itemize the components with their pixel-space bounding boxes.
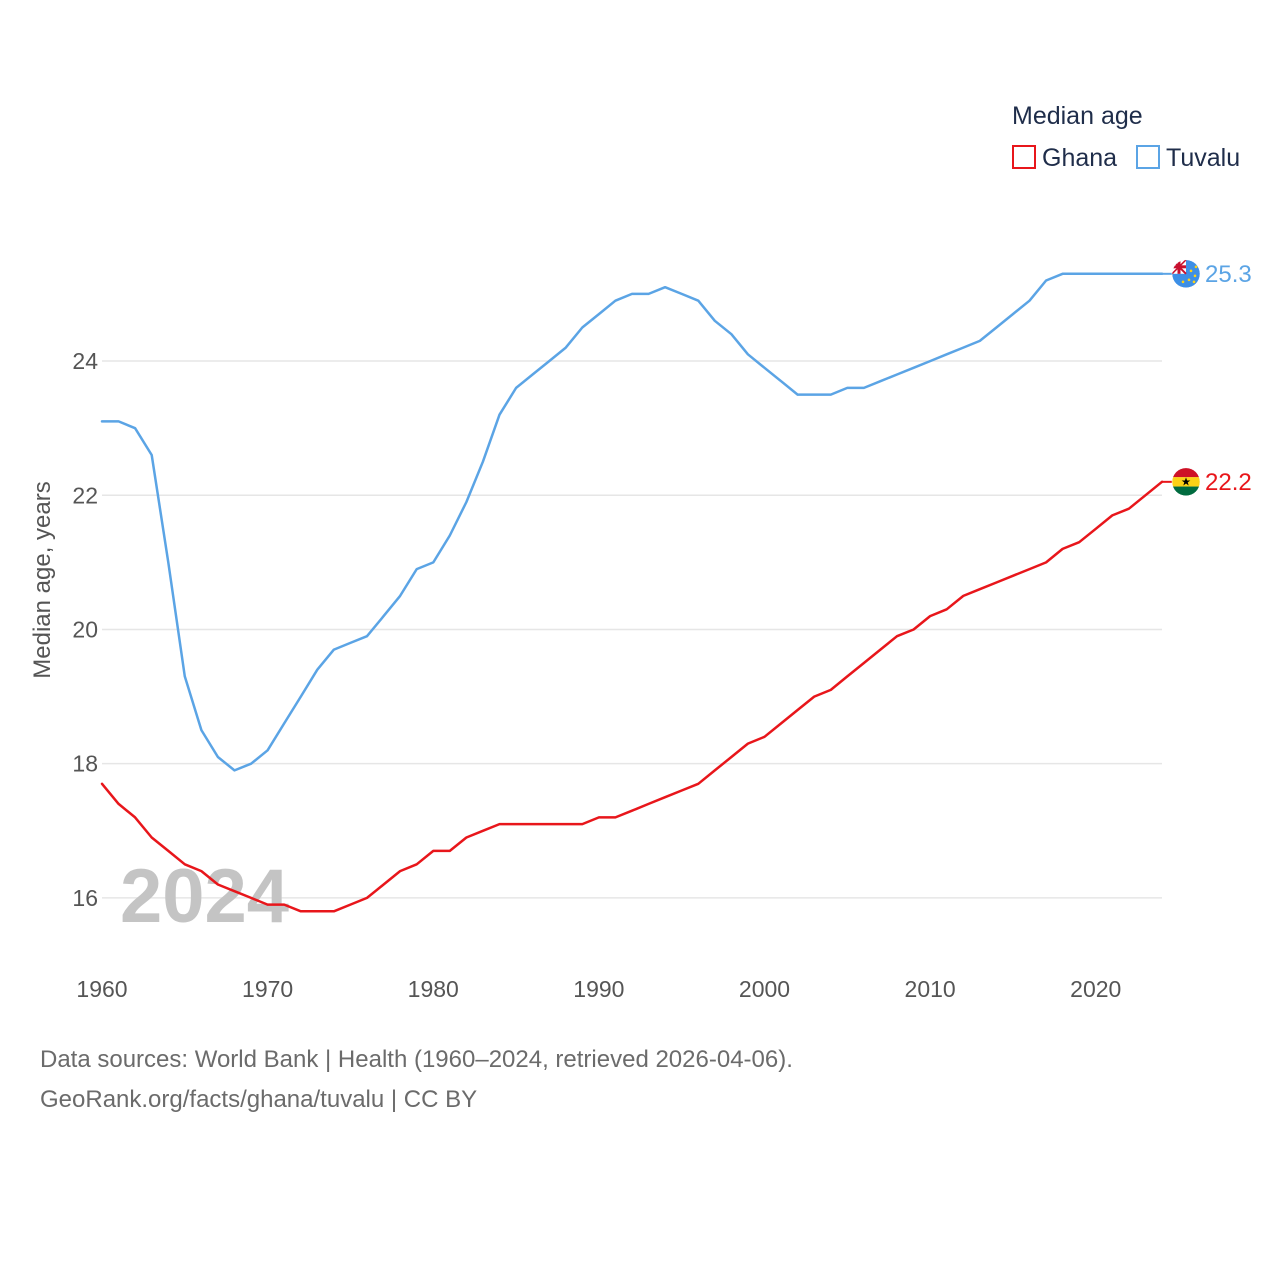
legend-label-ghana: Ghana [1042,144,1117,172]
legend-swatch-ghana [1012,145,1036,169]
y-tick-label: 22 [72,482,98,508]
x-tick-label: 2020 [1070,976,1121,1002]
end-value-label-ghana: 22.2 [1205,469,1252,496]
legend: Median age Ghana Tuvalu [1012,102,1240,172]
y-tick-label: 16 [72,885,98,911]
x-tick-label: 2000 [739,976,790,1002]
x-tick-label: 1980 [408,976,459,1002]
data-sources-text: Data sources: World Bank | Health (1960–… [40,1046,793,1073]
tuvalu-flag-icon [1171,259,1201,289]
x-tick-label: 1970 [242,976,293,1002]
legend-title: Median age [1012,102,1143,130]
x-tick-label: 1960 [76,976,127,1002]
series-lines [100,272,1164,913]
legend-item-ghana[interactable]: Ghana [1012,144,1117,172]
series-line-ghana[interactable] [100,480,1164,913]
attribution-link[interactable]: GeoRank.org/facts/ghana/tuvalu | CC BY [40,1086,478,1113]
legend-item-tuvalu[interactable]: Tuvalu [1136,144,1240,172]
y-axis-title: Median age, years [29,481,56,678]
footer: Data sources: World Bank | Health (1960–… [40,1040,793,1120]
grid-lines [102,360,1162,899]
year-watermark: 2024 [120,854,289,939]
x-tick-label: 2010 [905,976,956,1002]
y-tick-label: 18 [72,751,98,777]
x-axis-ticks: 1960 1970 1980 1990 2000 2010 2020 [76,976,1121,1002]
x-tick-label: 1990 [573,976,624,1002]
y-tick-label: 24 [72,348,98,374]
ghana-flag-icon [1171,467,1201,497]
series-line-tuvalu[interactable] [100,272,1164,772]
legend-swatch-tuvalu [1136,145,1160,169]
series-end-markers: 22.2 25.3 [1162,259,1252,497]
legend-label-tuvalu: Tuvalu [1166,144,1240,172]
end-value-label-tuvalu: 25.3 [1205,261,1252,288]
y-axis-ticks: 16 18 20 22 24 [72,348,98,911]
y-tick-label: 20 [72,616,98,642]
